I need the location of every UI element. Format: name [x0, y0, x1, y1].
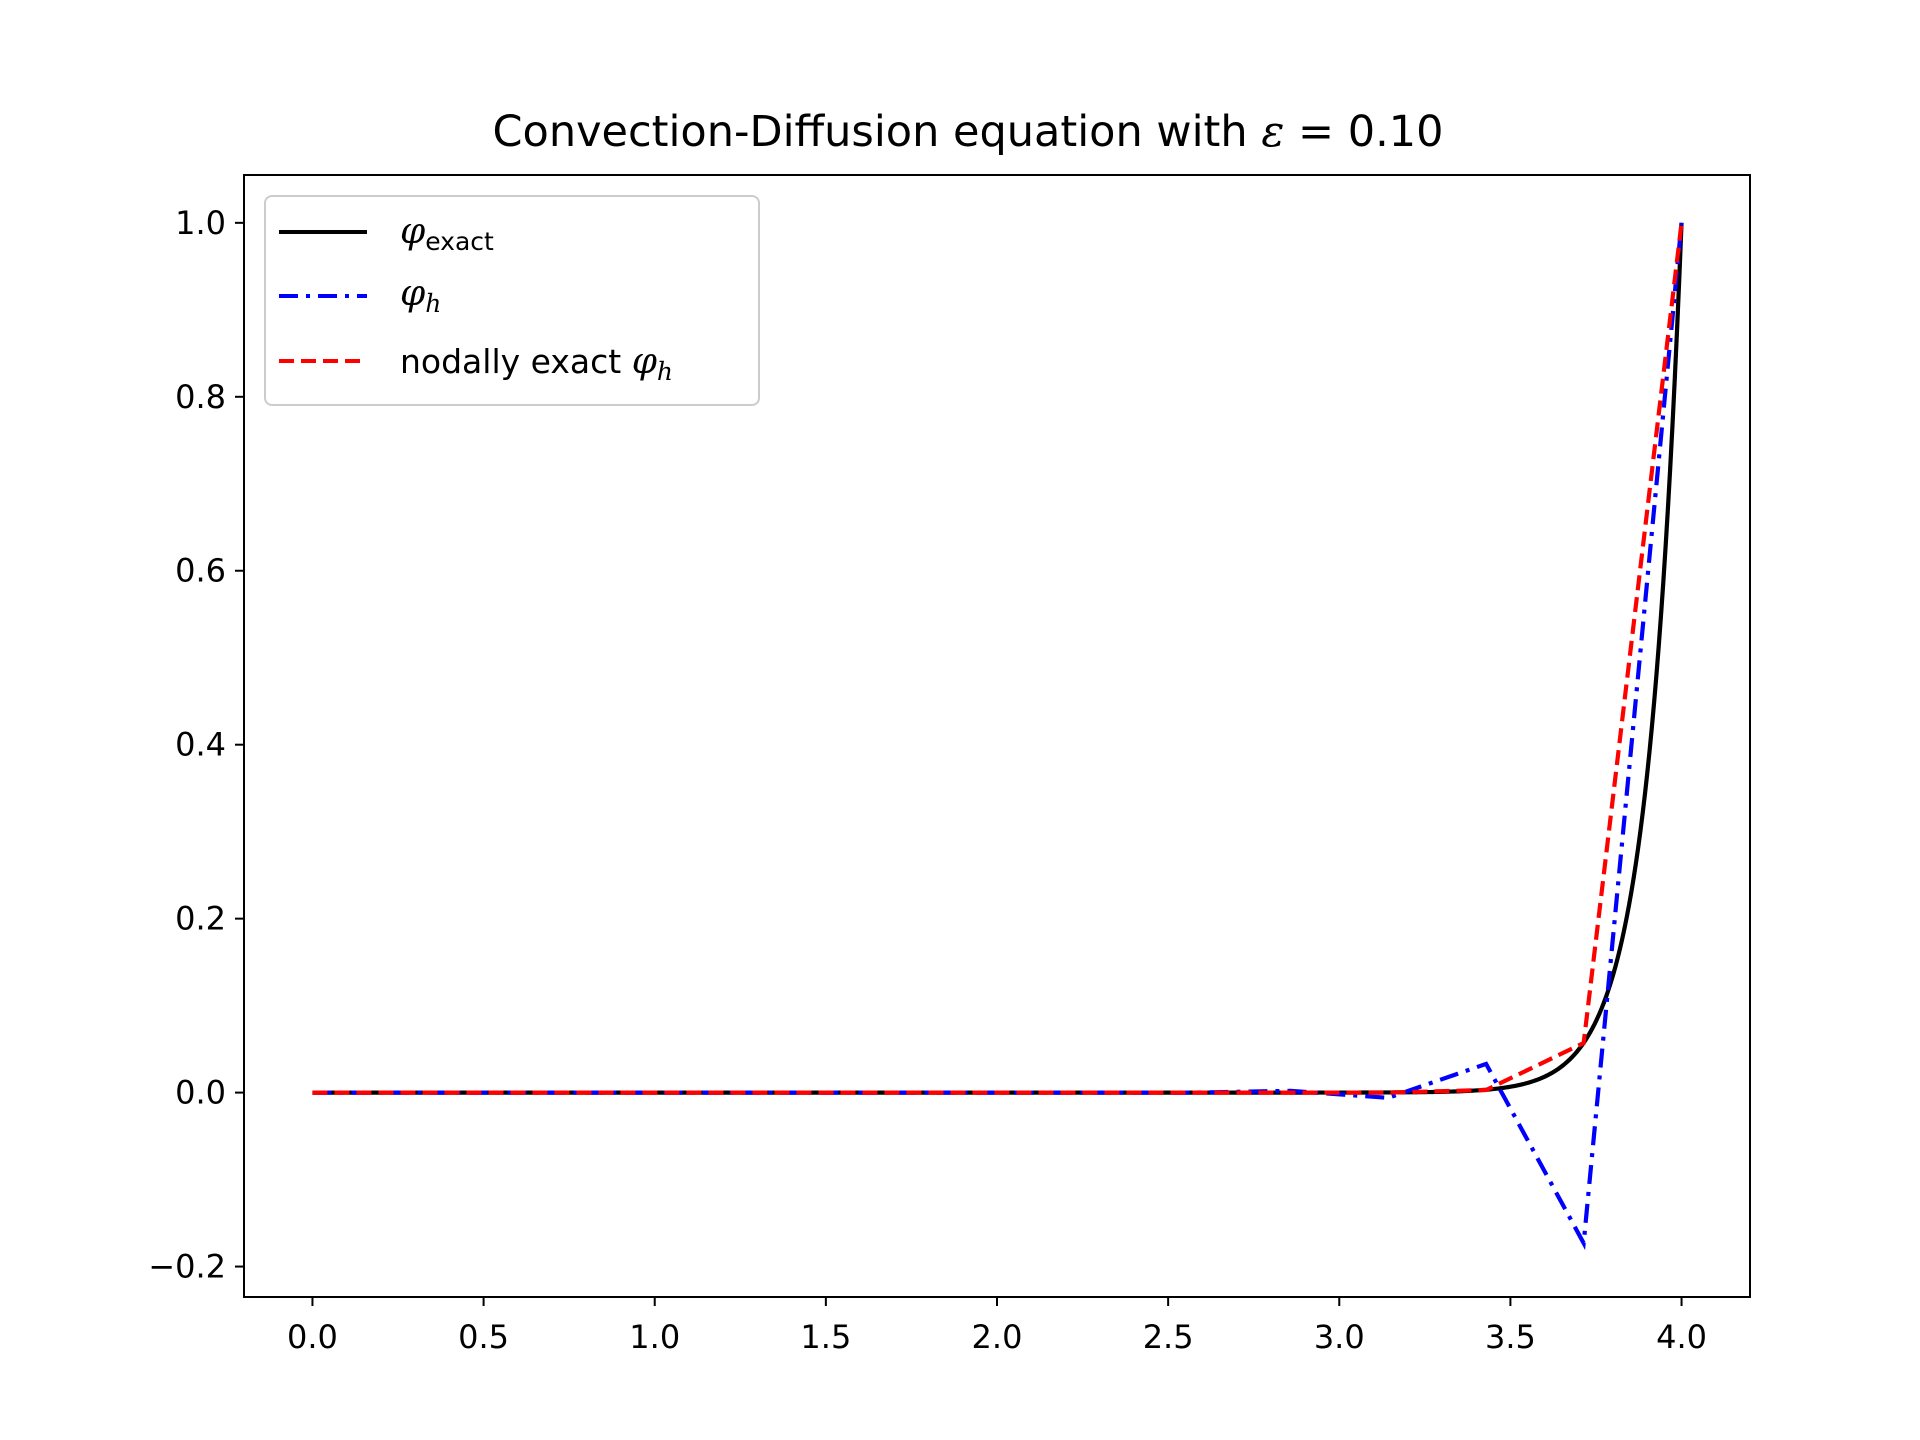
- series-line-phi-h: [312, 222, 1684, 1251]
- chart-title: Convection-Diffusion equation with ε = 0…: [492, 107, 1443, 157]
- x-axis: 0.0 0.5 1.0 1.5 2.0 2.5 3.0 3.5 4.0: [287, 1297, 1707, 1356]
- y-tick-label: 0.0: [175, 1074, 226, 1112]
- chart-title-symbol: ε: [1261, 107, 1284, 157]
- legend-label-exact: φexact: [400, 211, 494, 256]
- y-tick-label: 0.4: [175, 726, 226, 764]
- y-tick-label: 0.6: [175, 552, 226, 590]
- chart-title-text: Convection-Diffusion equation with: [492, 107, 1261, 157]
- y-tick-label: 1.0: [175, 204, 226, 242]
- chart-title-value: 0.10: [1348, 107, 1444, 157]
- series-layer: [312, 222, 1684, 1251]
- y-axis: −0.2 0.0 0.2 0.4 0.6 0.8 1.0: [148, 204, 244, 1286]
- x-tick-label: 0.5: [458, 1318, 509, 1356]
- y-tick-label: 0.2: [175, 900, 226, 938]
- series-line-nodally-exact: [312, 222, 1684, 1095]
- x-tick-label: 0.0: [287, 1318, 338, 1356]
- chart-title-operator: =: [1284, 107, 1347, 157]
- x-tick-label: 4.0: [1656, 1318, 1707, 1356]
- legend-label-phi-h: φh: [400, 273, 441, 318]
- legend-label-nodally-exact: nodally exact φh: [400, 341, 673, 386]
- x-tick-label: 1.0: [629, 1318, 680, 1356]
- x-tick-label: 3.0: [1314, 1318, 1365, 1356]
- y-tick-label: 0.8: [175, 378, 226, 416]
- legend: φexact φh nodally exact φh: [264, 195, 760, 406]
- x-tick-label: 2.0: [972, 1318, 1023, 1356]
- legend-box: [264, 195, 760, 406]
- x-tick-label: 3.5: [1485, 1318, 1536, 1356]
- x-tick-label: 1.5: [800, 1318, 851, 1356]
- y-tick-label: −0.2: [148, 1248, 226, 1286]
- x-tick-label: 2.5: [1143, 1318, 1194, 1356]
